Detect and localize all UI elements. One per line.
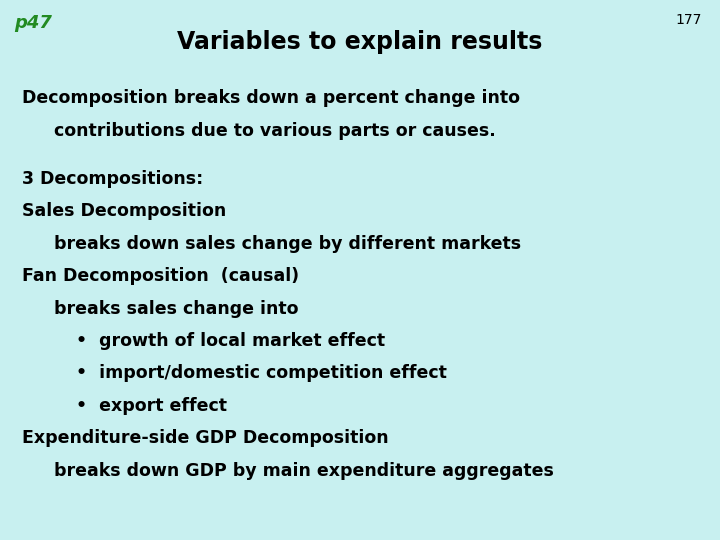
- Text: Fan Decomposition  (causal): Fan Decomposition (causal): [22, 267, 299, 285]
- Text: contributions due to various parts or causes.: contributions due to various parts or ca…: [54, 122, 496, 139]
- Text: •  export effect: • export effect: [76, 397, 227, 415]
- Text: Sales Decomposition: Sales Decomposition: [22, 202, 226, 220]
- Text: 3 Decompositions:: 3 Decompositions:: [22, 170, 203, 188]
- Text: p47: p47: [14, 14, 53, 31]
- Text: •  import/domestic competition effect: • import/domestic competition effect: [76, 364, 446, 382]
- Text: Variables to explain results: Variables to explain results: [177, 30, 543, 53]
- Text: Decomposition breaks down a percent change into: Decomposition breaks down a percent chan…: [22, 89, 520, 107]
- Text: breaks down GDP by main expenditure aggregates: breaks down GDP by main expenditure aggr…: [54, 462, 554, 480]
- Text: •  growth of local market effect: • growth of local market effect: [76, 332, 384, 350]
- Text: breaks sales change into: breaks sales change into: [54, 300, 299, 318]
- Text: Expenditure-side GDP Decomposition: Expenditure-side GDP Decomposition: [22, 429, 388, 447]
- Text: breaks down sales change by different markets: breaks down sales change by different ma…: [54, 235, 521, 253]
- Text: 177: 177: [675, 14, 702, 28]
